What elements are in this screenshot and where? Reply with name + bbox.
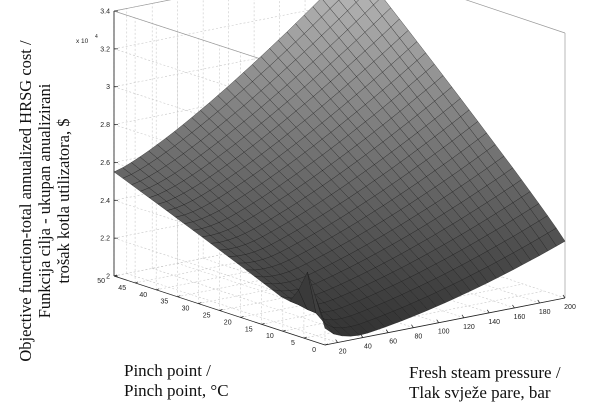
- x-axis-line: [324, 297, 566, 346]
- y-tick-label: 5: [291, 340, 295, 347]
- y-tick-label: 10: [266, 333, 274, 340]
- x-axis-ticks: 20 40 60 80 100 120 140 160 180 200: [335, 294, 576, 356]
- y-tick-mark: [240, 316, 244, 318]
- y-tick-mark: [219, 309, 223, 311]
- y-axis-label-line-1: Pinch point /: [124, 361, 211, 380]
- y-tick-label: 20: [224, 319, 232, 326]
- y-tick-label: 30: [182, 306, 190, 313]
- grid-line: [126, 273, 338, 343]
- z-tick-label: 2.6: [100, 160, 110, 167]
- grid-line: [304, 237, 515, 309]
- grid-line: [330, 232, 540, 304]
- y-tick-label: 50: [97, 278, 105, 285]
- x-tick-label: 200: [564, 304, 576, 311]
- z-tick-label: 2.8: [100, 122, 110, 129]
- x-axis-label: Fresh steam pressure / Tlak svježe pare,…: [409, 363, 561, 402]
- grid-line: [282, 283, 524, 332]
- x-tick-mark: [360, 334, 364, 338]
- box-edge: [465, 0, 566, 34]
- y-tick-mark: [303, 336, 308, 339]
- x-tick-mark: [335, 339, 338, 343]
- x-tick-label: 20: [339, 349, 347, 356]
- z-axis-ticks: 2 2.2 2.4 2.6 2.8 3 3.2 3.4: [100, 9, 118, 281]
- surface-patch: [316, 299, 334, 335]
- y-tick-mark: [113, 274, 118, 277]
- x-tick-label: 120: [463, 324, 475, 331]
- z-tick-label: 3: [106, 84, 110, 91]
- box-edge: [113, 0, 172, 12]
- x-tick-mark: [512, 304, 515, 309]
- x-tick-mark: [562, 294, 566, 299]
- x-tick-mark: [411, 324, 414, 328]
- y-tick-label: 15: [245, 326, 253, 333]
- x-tick-label: 100: [438, 329, 450, 336]
- y-tick-mark: [177, 295, 181, 298]
- x-tick-label: 80: [415, 334, 423, 341]
- z-axis-label: Objective function-total annualized HRSG…: [16, 40, 73, 362]
- y-tick-mark: [282, 329, 286, 332]
- z-axis-label-line-3: trošak kotla utilizatora, $: [54, 119, 73, 284]
- z-tick-label: 2: [106, 274, 110, 281]
- x-tick-mark: [461, 314, 465, 318]
- x-tick-label: 40: [364, 344, 372, 351]
- x-tick-mark: [486, 309, 490, 314]
- z-axis-label-line-1: Objective function-total annualized HRSG…: [16, 40, 35, 362]
- y-tick-label: 25: [203, 313, 211, 320]
- y-tick-label: 45: [118, 285, 126, 292]
- surface-patch: [353, 0, 359, 3]
- x-tick-label: 140: [488, 319, 500, 326]
- x-tick-label: 60: [389, 339, 397, 346]
- z-tick-label: 2.4: [100, 198, 110, 205]
- x-tick-mark: [385, 329, 389, 333]
- y-tick-mark: [198, 302, 202, 304]
- x-tick-label: 160: [514, 314, 526, 321]
- y-axis-label: Pinch point / Pinch point, °C: [124, 361, 229, 400]
- y-tick-mark: [261, 322, 265, 325]
- y-tick-label: 40: [139, 292, 147, 299]
- grid-line: [355, 227, 566, 299]
- z-tick-label: 3.2: [100, 46, 110, 53]
- x-tick-label: 180: [539, 309, 551, 316]
- z-multiplier: x 10 4: [76, 34, 98, 45]
- cost-surface: [113, 0, 566, 337]
- z-multiplier-exponent: 4: [95, 34, 98, 40]
- x-axis-label-line-2: Tlak svježe pare, bar: [409, 383, 551, 402]
- x-axis-label-line-1: Fresh steam pressure /: [409, 363, 561, 382]
- x-tick-mark: [436, 319, 439, 323]
- x-tick-mark: [537, 299, 541, 304]
- y-tick-label: 35: [161, 299, 169, 306]
- y-axis-label-line-2: Pinch point, °C: [124, 381, 229, 400]
- z-tick-label: 2.2: [100, 236, 110, 243]
- z-tick-label: 3.4: [100, 9, 110, 16]
- z-axis-label-line-2: Funkcija cilja - ukupan anualizirani: [35, 83, 54, 318]
- y-axis-ticks: 0 5 10 15 20 25 30 35 40 45 50: [97, 274, 329, 354]
- y-tick-label: 0: [312, 347, 316, 354]
- y-tick-mark: [134, 281, 139, 284]
- z-multiplier-label: x 10: [76, 38, 89, 45]
- y-tick-mark: [156, 288, 160, 291]
- surface-patch: [369, 0, 379, 6]
- y-tick-mark: [324, 343, 329, 346]
